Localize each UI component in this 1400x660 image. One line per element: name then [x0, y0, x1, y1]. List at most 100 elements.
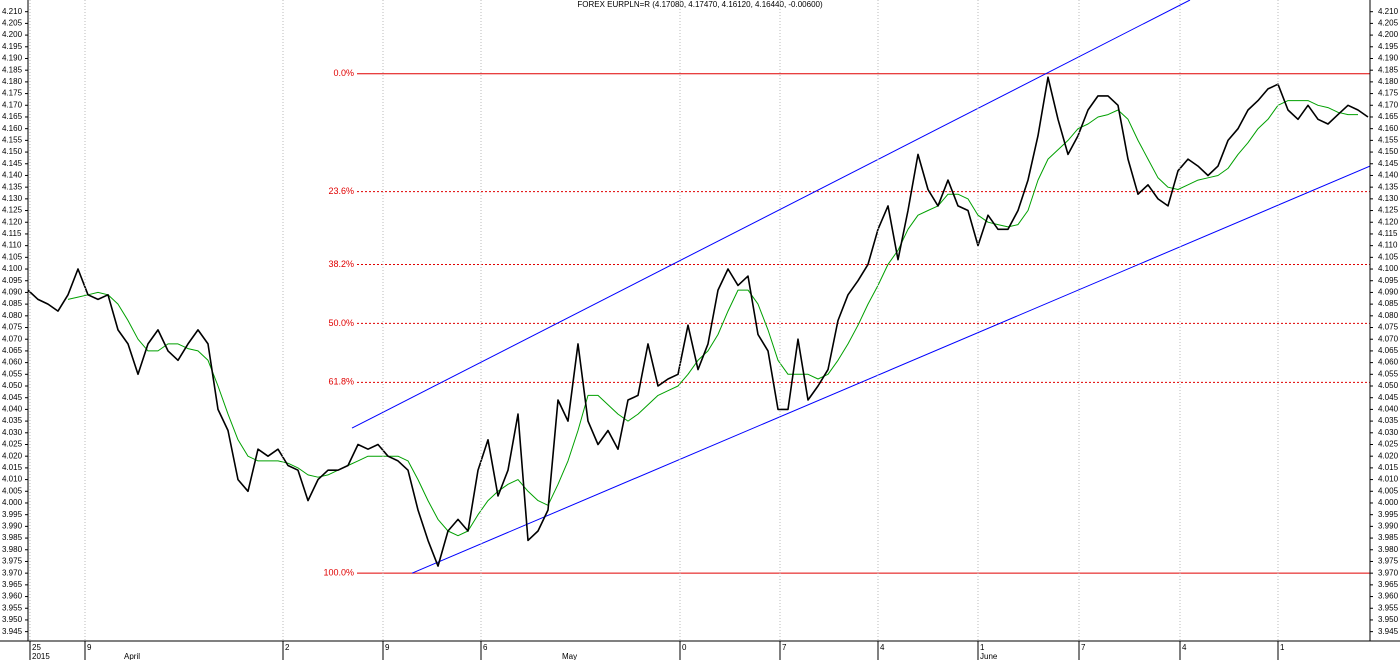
y-tick-label: 3.950 — [2, 615, 23, 624]
y-tick-label: 4.155 — [1378, 135, 1399, 144]
y-tick-label: 4.135 — [2, 182, 23, 191]
y-tick-label: 3.980 — [1378, 545, 1399, 554]
y-tick-label: 4.175 — [1378, 89, 1399, 98]
y-tick-label: 4.100 — [2, 264, 23, 273]
y-tick-label: 4.150 — [1378, 147, 1399, 156]
x-tick-label: 1 — [980, 643, 985, 652]
y-tick-label: 4.180 — [2, 77, 23, 86]
y-tick-label: 4.125 — [2, 206, 23, 215]
fib-label: 61.8% — [328, 377, 354, 387]
y-tick-label: 4.065 — [2, 346, 23, 355]
y-tick-label: 4.140 — [2, 171, 23, 180]
y-tick-label: 3.975 — [1378, 557, 1399, 566]
x-tick-label: 4 — [880, 643, 885, 652]
x-tick-label: 25 — [32, 643, 41, 652]
y-tick-label: 4.020 — [1378, 451, 1399, 460]
fib-label: 0.0% — [333, 68, 354, 78]
y-tick-label: 4.060 — [2, 358, 23, 367]
y-tick-label: 3.955 — [2, 603, 23, 612]
y-tick-label: 4.080 — [1378, 311, 1399, 320]
y-tick-label: 4.040 — [1378, 405, 1399, 414]
y-tick-label: 3.965 — [2, 580, 23, 589]
y-tick-label: 4.040 — [2, 405, 23, 414]
y-tick-label: 4.120 — [2, 217, 23, 226]
y-tick-label: 4.210 — [2, 7, 23, 16]
y-tick-label: 4.135 — [1378, 182, 1399, 191]
y-tick-label: 4.120 — [1378, 217, 1399, 226]
y-tick-label: 4.055 — [2, 369, 23, 378]
month-label: 2015 — [32, 652, 50, 660]
month-label: June — [980, 652, 998, 660]
fib-label: 50.0% — [328, 318, 354, 328]
y-tick-label: 4.035 — [1378, 416, 1399, 425]
y-tick-label: 4.050 — [2, 381, 23, 390]
y-tick-label: 4.000 — [2, 498, 23, 507]
y-tick-label: 4.190 — [2, 54, 23, 63]
y-tick-label: 4.050 — [1378, 381, 1399, 390]
y-tick-label: 4.075 — [1378, 323, 1399, 332]
fib-label: 38.2% — [328, 259, 354, 269]
y-tick-label: 4.185 — [1378, 65, 1399, 74]
y-tick-label: 4.010 — [2, 475, 23, 484]
y-tick-label: 4.200 — [2, 30, 23, 39]
x-tick-label: 6 — [483, 643, 488, 652]
y-tick-label: 4.095 — [2, 276, 23, 285]
y-tick-label: 4.195 — [1378, 42, 1399, 51]
y-tick-label: 4.130 — [2, 194, 23, 203]
y-tick-label: 4.160 — [1378, 124, 1399, 133]
y-tick-label: 4.045 — [2, 393, 23, 402]
y-tick-label: 4.180 — [1378, 77, 1399, 86]
y-tick-label: 4.125 — [1378, 206, 1399, 215]
y-tick-label: 4.090 — [2, 288, 23, 297]
y-tick-label: 4.105 — [1378, 252, 1399, 261]
y-tick-label: 4.075 — [2, 323, 23, 332]
y-tick-label: 4.070 — [1378, 334, 1399, 343]
y-tick-label: 4.140 — [1378, 171, 1399, 180]
y-tick-label: 3.970 — [2, 568, 23, 577]
y-tick-label: 4.205 — [2, 19, 23, 28]
x-tick-label: 7 — [782, 643, 787, 652]
y-tick-label: 4.170 — [2, 100, 23, 109]
y-tick-label: 4.185 — [2, 65, 23, 74]
y-tick-label: 4.005 — [1378, 486, 1399, 495]
y-tick-label: 4.085 — [1378, 299, 1399, 308]
channel-line — [411, 165, 1370, 574]
y-tick-label: 4.035 — [2, 416, 23, 425]
x-tick-label: 7 — [1081, 643, 1086, 652]
chart-title: FOREX EURPLN=R (4.17080, 4.17470, 4.1612… — [577, 0, 823, 9]
y-tick-label: 4.025 — [1378, 440, 1399, 449]
channel-line — [351, 0, 1191, 429]
y-tick-label: 3.955 — [1378, 603, 1399, 612]
y-tick-label: 4.010 — [1378, 475, 1399, 484]
y-tick-label: 4.130 — [1378, 194, 1399, 203]
y-tick-label: 4.200 — [1378, 30, 1399, 39]
y-tick-label: 4.055 — [1378, 369, 1399, 378]
y-tick-label: 4.110 — [1378, 241, 1398, 250]
y-tick-label: 3.970 — [1378, 568, 1399, 577]
y-tick-label: 4.205 — [1378, 19, 1399, 28]
y-tick-label: 4.085 — [2, 299, 23, 308]
y-tick-label: 4.080 — [2, 311, 23, 320]
y-tick-label: 3.960 — [2, 592, 23, 601]
y-tick-label: 3.990 — [2, 521, 23, 530]
month-label: May — [562, 652, 577, 660]
y-tick-label: 3.950 — [1378, 615, 1399, 624]
series-line — [28, 76, 1369, 567]
y-tick-label: 3.965 — [1378, 580, 1399, 589]
y-tick-label: 4.015 — [1378, 463, 1399, 472]
y-tick-label: 4.100 — [1378, 264, 1399, 273]
y-tick-label: 3.945 — [1378, 627, 1399, 636]
y-tick-label: 4.190 — [1378, 54, 1399, 63]
y-tick-label: 4.030 — [1378, 428, 1399, 437]
month-label: April — [124, 652, 140, 660]
y-tick-label: 4.115 — [2, 229, 22, 238]
y-tick-label: 3.980 — [2, 545, 23, 554]
y-tick-label: 3.990 — [1378, 521, 1399, 530]
y-tick-label: 3.995 — [1378, 510, 1399, 519]
y-tick-label: 4.160 — [2, 124, 23, 133]
x-tick-label: 9 — [385, 643, 390, 652]
x-tick-label: 1 — [1280, 643, 1285, 652]
